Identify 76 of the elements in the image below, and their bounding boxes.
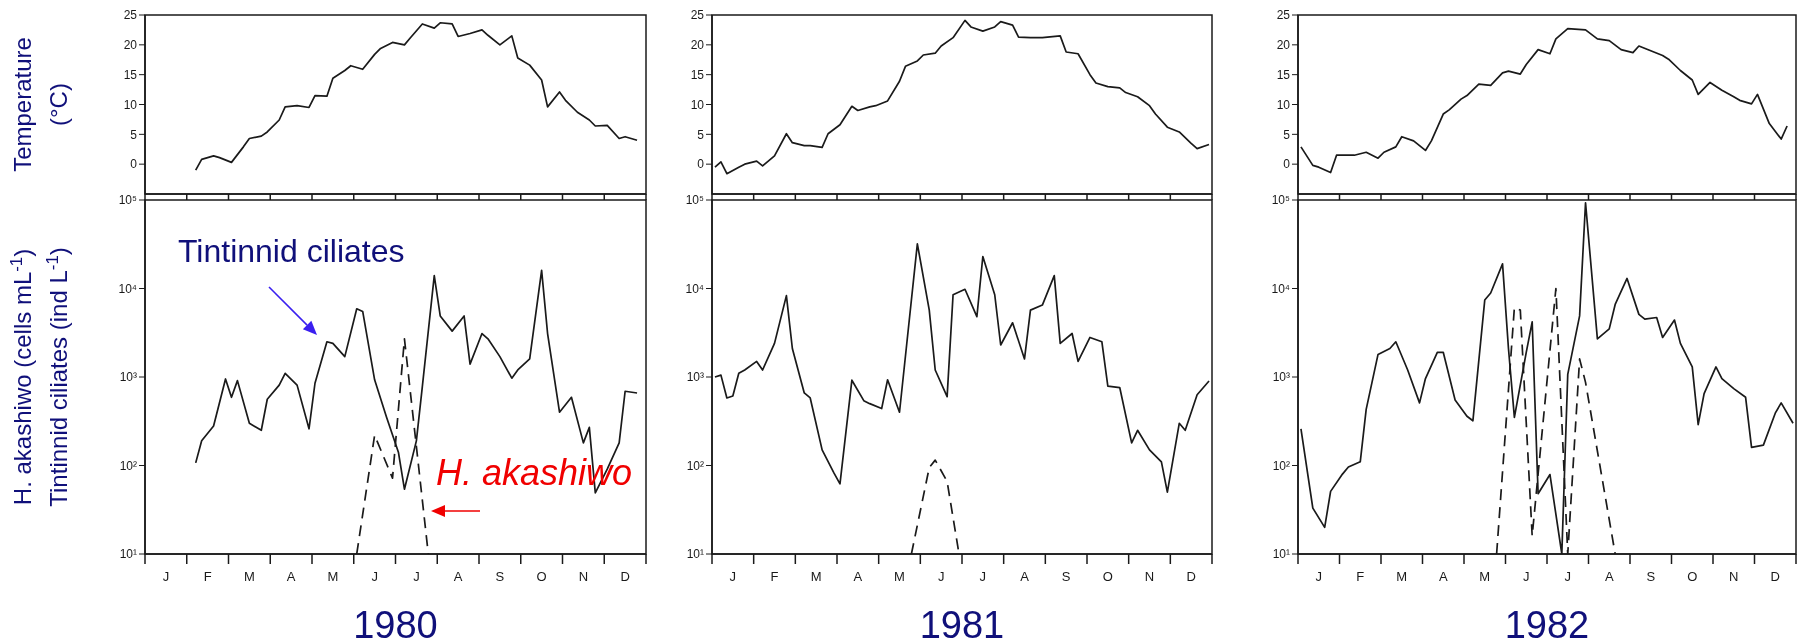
y-tick-label: 15	[1276, 67, 1291, 82]
x-tick-label: J	[1315, 569, 1322, 585]
y-tick-label: 15	[690, 67, 705, 82]
y-tick-label: 20	[1276, 38, 1291, 53]
x-tick-label: D	[620, 569, 630, 585]
x-tick-label: M	[243, 569, 255, 585]
line-series	[194, 21, 638, 171]
y-tick-label: 10⁵	[685, 193, 705, 208]
y-tick-label: 10⁴	[1271, 281, 1290, 296]
x-tick-label: M	[327, 569, 339, 585]
y-tick-label: 0	[1283, 157, 1291, 172]
y-tick-label: 25	[1276, 8, 1291, 23]
y-tick-label: 25	[690, 8, 705, 23]
x-tick-label: D	[1770, 569, 1780, 585]
y-tick-label: 10	[690, 97, 705, 112]
x-axis-title: 1980	[353, 604, 438, 638]
y-tick-label: 10²	[686, 458, 704, 473]
y-tick-label: 10⁵	[118, 193, 138, 208]
y-tick-label: 5	[1283, 127, 1291, 142]
x-tick-label: J	[371, 569, 378, 585]
y-tick-label: 5	[130, 127, 138, 142]
y-tick-label: 10⁴	[685, 281, 704, 296]
y-axis-title: Temperature (°C)	[9, 37, 72, 172]
y-tick-label: 10¹	[119, 547, 137, 562]
x-tick-label: M	[1479, 569, 1491, 585]
x-tick-label: N	[578, 569, 589, 585]
y-tick-label: 10³	[686, 370, 704, 385]
x-axis-title: 1982	[1504, 604, 1590, 638]
x-tick-label: A	[286, 569, 296, 585]
x-axis-title: 1981	[919, 604, 1005, 638]
y-tick-label: 25	[123, 8, 138, 23]
x-tick-label: A	[453, 569, 463, 585]
y-tick-label: 15	[123, 67, 138, 82]
x-tick-label: S	[495, 569, 505, 585]
x-tick-label: J	[162, 569, 170, 585]
x-tick-label: S	[1061, 569, 1071, 585]
x-tick-label: F	[1356, 569, 1365, 585]
x-tick-label: M	[894, 569, 905, 585]
x-tick-label: J	[1523, 569, 1530, 585]
y-tick-label: 0	[697, 157, 705, 172]
x-tick-label: O	[536, 569, 547, 585]
x-tick-label: A	[1438, 569, 1448, 585]
x-tick-label: D	[1186, 569, 1196, 585]
y-tick-label: 5	[697, 127, 705, 142]
y-tick-label: 0	[130, 157, 138, 172]
x-tick-label: A	[1604, 569, 1614, 585]
x-tick-label: J	[979, 569, 987, 585]
y-tick-label: 10	[123, 97, 138, 112]
y-tick-label: 10⁵	[1271, 193, 1291, 208]
y-tick-label: 10⁴	[118, 281, 137, 296]
y-tick-label: 20	[123, 38, 138, 53]
y-tick-label: 20	[690, 38, 705, 53]
annotation: Tintinnid ciliates	[178, 233, 405, 269]
x-tick-label: A	[1020, 569, 1030, 585]
y-tick-label: 10³	[1272, 370, 1290, 385]
x-tick-label: F	[770, 569, 779, 585]
x-tick-label: J	[1564, 569, 1571, 585]
y-tick-label: 10¹	[686, 547, 704, 562]
x-tick-label: O	[1687, 569, 1698, 585]
y-tick-label: 10¹	[1272, 547, 1290, 562]
x-tick-label: F	[203, 569, 212, 585]
line-series	[1300, 27, 1788, 174]
x-tick-label: N	[1729, 569, 1739, 585]
x-tick-label: J	[937, 569, 945, 585]
y-tick-label: 10³	[119, 370, 137, 385]
x-tick-label: M	[1396, 569, 1408, 585]
y-tick-label: 10	[1276, 97, 1291, 112]
x-tick-label: O	[1102, 569, 1113, 585]
x-tick-label: N	[1144, 569, 1155, 585]
y-tick-label: 10²	[1272, 458, 1290, 473]
x-tick-label: M	[810, 569, 822, 585]
x-tick-label: S	[1646, 569, 1656, 585]
x-tick-label: J	[413, 569, 420, 585]
y-tick-label: 10²	[119, 458, 137, 473]
x-tick-label: A	[853, 569, 863, 585]
x-tick-label: J	[729, 569, 737, 585]
